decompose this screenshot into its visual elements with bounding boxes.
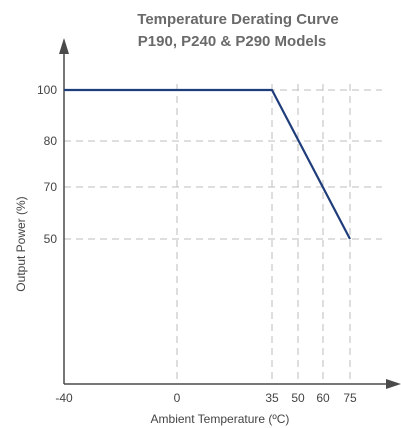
y-axis-label: Output Power (%) [14, 196, 28, 291]
x-tick-label--40: -40 [55, 391, 73, 405]
chart-title-line-2: P190, P240 & P290 Models [138, 33, 326, 50]
x-tick-label-35: 35 [265, 391, 279, 405]
x-tick-label-60: 60 [316, 391, 330, 405]
tick-labels: 50 70 80 100 -40 0 35 50 60 75 [37, 83, 357, 405]
y-tick-label-80: 80 [44, 134, 58, 148]
x-tick-label-75: 75 [343, 391, 357, 405]
x-axis-label: Ambient Temperature (ºC) [151, 412, 290, 426]
series-lines [64, 88, 351, 240]
x-axis-arrow [386, 379, 401, 389]
chart-title-line-1: Temperature Derating Curve [137, 11, 338, 28]
y-tick-label-70: 70 [44, 180, 58, 194]
series-line-0 [64, 88, 351, 240]
y-tick-label-50: 50 [44, 232, 58, 246]
grid-lines [64, 84, 382, 384]
x-tick-label-50: 50 [291, 391, 305, 405]
x-tick-label-0: 0 [174, 391, 181, 405]
y-tick-label-100: 100 [37, 83, 57, 97]
y-axis-arrow [59, 38, 69, 54]
